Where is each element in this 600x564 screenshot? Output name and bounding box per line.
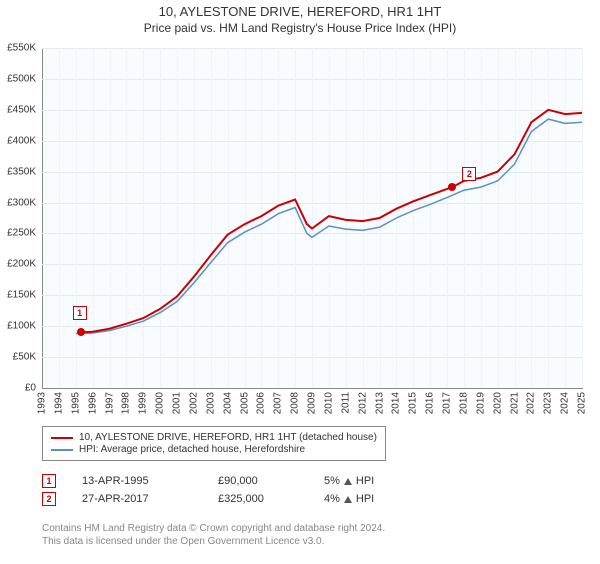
- x-axis-label: 2024: [560, 392, 571, 414]
- chart-container: 10, AYLESTONE DRIVE, HEREFORD, HR1 1HT P…: [0, 4, 600, 564]
- vertical-gridline: [582, 48, 583, 388]
- legend: 10, AYLESTONE DRIVE, HEREFORD, HR1 1HT (…: [42, 426, 386, 461]
- y-axis-label: £50K: [0, 352, 36, 363]
- x-axis-label: 2004: [222, 392, 233, 414]
- marker-box: 1: [73, 306, 87, 320]
- marker-dot: [448, 183, 456, 191]
- marker-dot: [77, 328, 85, 336]
- sale-delta-suffix: HPI: [356, 475, 374, 487]
- sale-marker: 1: [42, 474, 56, 488]
- legend-swatch: [51, 437, 73, 439]
- x-axis-label: 1995: [70, 392, 81, 414]
- sale-marker: 2: [42, 492, 56, 506]
- y-axis-label: £300K: [0, 197, 36, 208]
- sale-delta-pct: 5%: [324, 475, 340, 487]
- y-axis-label: £350K: [0, 166, 36, 177]
- y-axis-label: £450K: [0, 104, 36, 115]
- x-axis-label: 2006: [256, 392, 267, 414]
- x-axis-label: 2012: [357, 392, 368, 414]
- y-axis-label: £200K: [0, 259, 36, 270]
- y-axis-label: £0: [0, 383, 36, 394]
- x-axis-label: 1999: [138, 392, 149, 414]
- sale-delta-suffix: HPI: [356, 493, 374, 505]
- x-axis-label: 1994: [53, 392, 64, 414]
- sale-row: 2 27-APR-2017 £325,000 4% HPI: [42, 492, 374, 506]
- x-axis-label: 2015: [408, 392, 419, 414]
- legend-item: HPI: Average price, detached house, Here…: [51, 444, 377, 455]
- sales-table: 1 13-APR-1995 £90,000 5% HPI 2 27-APR-20…: [42, 470, 374, 510]
- arrow-up-icon: [344, 478, 352, 485]
- y-axis-label: £500K: [0, 73, 36, 84]
- sale-delta: 4% HPI: [324, 493, 374, 505]
- sale-delta: 5% HPI: [324, 475, 374, 487]
- x-axis-label: 2001: [172, 392, 183, 414]
- line-series-svg: [42, 48, 582, 388]
- legend-item: 10, AYLESTONE DRIVE, HEREFORD, HR1 1HT (…: [51, 432, 377, 443]
- x-axis-label: 2018: [458, 392, 469, 414]
- x-axis-label: 2002: [188, 392, 199, 414]
- x-axis-label: 2016: [425, 392, 436, 414]
- y-axis-label: £550K: [0, 43, 36, 54]
- x-axis-label: 2011: [340, 392, 351, 414]
- sale-price: £325,000: [218, 493, 298, 505]
- page-title: 10, AYLESTONE DRIVE, HEREFORD, HR1 1HT: [0, 4, 600, 19]
- x-axis-label: 1998: [121, 392, 132, 414]
- x-axis-label: 2023: [543, 392, 554, 414]
- footer-line: This data is licensed under the Open Gov…: [42, 535, 385, 548]
- x-axis-label: 1996: [87, 392, 98, 414]
- x-axis-label: 2003: [205, 392, 216, 414]
- y-axis-label: £150K: [0, 290, 36, 301]
- x-axis-label: 2005: [239, 392, 250, 414]
- y-axis-label: £100K: [0, 321, 36, 332]
- series-price_paid: [81, 110, 582, 333]
- sale-date: 27-APR-2017: [82, 493, 192, 505]
- x-axis-label: 2022: [526, 392, 537, 414]
- y-axis-label: £400K: [0, 135, 36, 146]
- x-axis-label: 1993: [37, 392, 48, 414]
- sale-price: £90,000: [218, 475, 298, 487]
- sale-date: 13-APR-1995: [82, 475, 192, 487]
- sale-row: 1 13-APR-1995 £90,000 5% HPI: [42, 474, 374, 488]
- x-axis-label: 2010: [323, 392, 334, 414]
- x-axis-label: 2014: [391, 392, 402, 414]
- x-axis-label: 2008: [290, 392, 301, 414]
- series-hpi: [76, 119, 582, 334]
- legend-label: 10, AYLESTONE DRIVE, HEREFORD, HR1 1HT (…: [79, 432, 377, 443]
- sale-delta-pct: 4%: [324, 493, 340, 505]
- x-axis-label: 2025: [577, 392, 588, 414]
- chart-area: £0£50K£100K£150K£200K£250K£300K£350K£400…: [42, 48, 582, 388]
- arrow-up-icon: [344, 496, 352, 503]
- x-axis-label: 2019: [475, 392, 486, 414]
- x-axis-label: 2013: [374, 392, 385, 414]
- x-axis-label: 1997: [104, 392, 115, 414]
- x-axis-label: 2017: [442, 392, 453, 414]
- footer-line: Contains HM Land Registry data © Crown c…: [42, 522, 385, 535]
- y-axis-label: £250K: [0, 228, 36, 239]
- legend-swatch: [51, 449, 73, 451]
- legend-label: HPI: Average price, detached house, Here…: [79, 444, 305, 455]
- x-axis-label: 2000: [155, 392, 166, 414]
- x-axis-label: 2021: [509, 392, 520, 414]
- x-axis-label: 2007: [273, 392, 284, 414]
- marker-box: 2: [462, 167, 476, 181]
- x-axis-label: 2020: [492, 392, 503, 414]
- footer: Contains HM Land Registry data © Crown c…: [42, 522, 385, 548]
- page-subtitle: Price paid vs. HM Land Registry's House …: [0, 21, 600, 35]
- x-axis-label: 2009: [307, 392, 318, 414]
